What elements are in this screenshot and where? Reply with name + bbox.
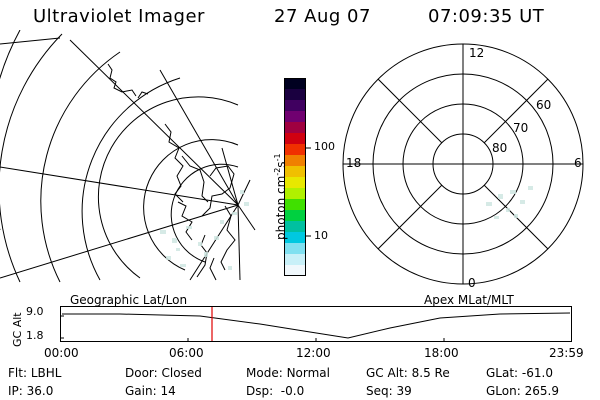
polar-ring-60: 60 (536, 98, 552, 112)
altitude-xtick-1: 06:00 (169, 346, 204, 360)
colorbar-segment (284, 265, 306, 276)
colorbar-segment (284, 166, 306, 178)
polar-label-left: 18 (346, 156, 362, 170)
altitude-xtick-3: 18:00 (424, 346, 459, 360)
status-door: Door: Closed (125, 366, 202, 380)
status-glat: GLat: -61.0 (486, 366, 553, 380)
color-scale-ticks (306, 147, 311, 237)
color-scale-bar (284, 78, 306, 276)
polar-label-top: 12 (469, 46, 485, 60)
colorbar-segment (284, 199, 306, 211)
status-gc-alt: GC Alt: 8.5 Re (366, 366, 450, 380)
status-glon: GLon: 265.9 (486, 384, 559, 398)
status-seq: Seq: 39 (366, 384, 412, 398)
colorbar-segment (284, 144, 306, 156)
altitude-xtick-0: 00:00 (44, 346, 79, 360)
right-map-title: Apex MLat/MLT (424, 293, 514, 307)
colorbar-border (284, 78, 306, 276)
date-label: 27 Aug 07 (274, 6, 371, 27)
altitude-xtick-4: 23:59 (549, 346, 584, 360)
altitude-plot (60, 306, 572, 342)
status-ip: IP: 36.0 (8, 384, 54, 398)
time-label: 07:09:35 UT (428, 6, 545, 27)
colorbar-tick-100: 100 (314, 140, 335, 153)
colorbar-segment (284, 100, 306, 112)
colorbar-segment (284, 243, 306, 255)
polar-plot (342, 43, 584, 285)
colorbar-tick-10: 10 (314, 229, 328, 242)
altitude-ylabel: GC Alt (11, 312, 24, 347)
colorbar-segment (284, 122, 306, 134)
altitude-xtick-2: 12:00 (296, 346, 331, 360)
colorbar-segment (284, 177, 306, 189)
status-mode: Mode: Normal (246, 366, 330, 380)
colorbar-segment (284, 89, 306, 101)
polar-ring-70: 70 (513, 121, 529, 135)
polar-label-bottom: 0 (468, 276, 476, 290)
colorbar-segment (284, 210, 306, 222)
colorbar-unit-label: photon cm-2s-1 (273, 153, 288, 240)
colorbar-segment (284, 188, 306, 200)
altitude-ytick-high: 9.0 (26, 305, 44, 318)
polar-label-right: 6 (574, 156, 582, 170)
geographic-map (0, 30, 256, 283)
colorbar-segment (284, 111, 306, 123)
colorbar-segment (284, 254, 306, 266)
colorbar-segment (284, 232, 306, 244)
polar-ring-80: 80 (492, 141, 508, 155)
left-map-title: Geographic Lat/Lon (70, 293, 188, 307)
colorbar-segment (284, 221, 306, 233)
altitude-ytick-low: 1.8 (26, 329, 44, 342)
status-gain: Gain: 14 (125, 384, 176, 398)
colorbar-segment (284, 133, 306, 145)
instrument-title: Ultraviolet Imager (33, 6, 205, 27)
status-dsp: Dsp: -0.0 (246, 384, 305, 398)
status-filter: Flt: LBHL (8, 366, 62, 380)
colorbar-segment (284, 78, 306, 90)
colorbar-segment (284, 155, 306, 167)
